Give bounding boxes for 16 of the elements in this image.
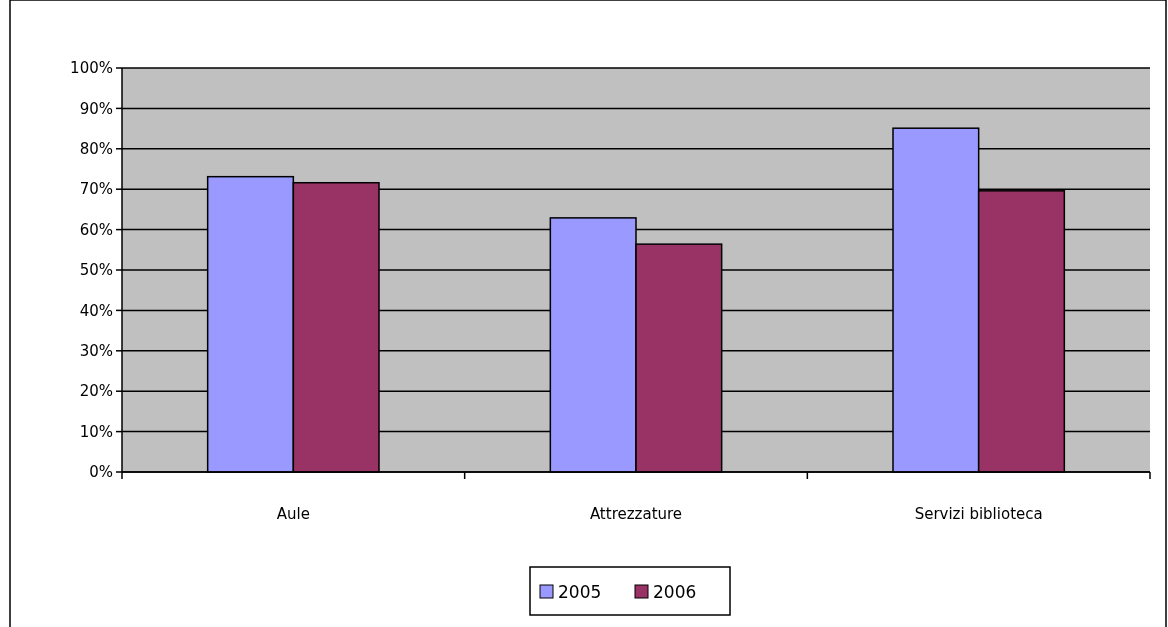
x-tick-label: Attrezzature xyxy=(589,505,683,523)
y-tick-label: 80% xyxy=(79,140,113,159)
y-tick-label: 60% xyxy=(79,220,113,239)
y-tick-label: 90% xyxy=(79,99,113,118)
y-tick-label: 20% xyxy=(79,382,113,401)
y-tick-label: 10% xyxy=(79,422,113,441)
y-tick-label: 100% xyxy=(70,59,113,78)
y-tick-label: 40% xyxy=(79,301,113,320)
y-tick-label: 0% xyxy=(89,463,113,482)
y-tick-label: 70% xyxy=(79,180,113,199)
x-tick-label: Servizi biblioteca xyxy=(914,505,1043,523)
y-tick-label: 30% xyxy=(79,342,113,361)
x-tick-label: Aule xyxy=(276,505,310,523)
y-tick-label: 50% xyxy=(79,261,113,280)
legend-label: 2006 xyxy=(653,581,697,602)
legend-label: 2005 xyxy=(558,581,602,602)
